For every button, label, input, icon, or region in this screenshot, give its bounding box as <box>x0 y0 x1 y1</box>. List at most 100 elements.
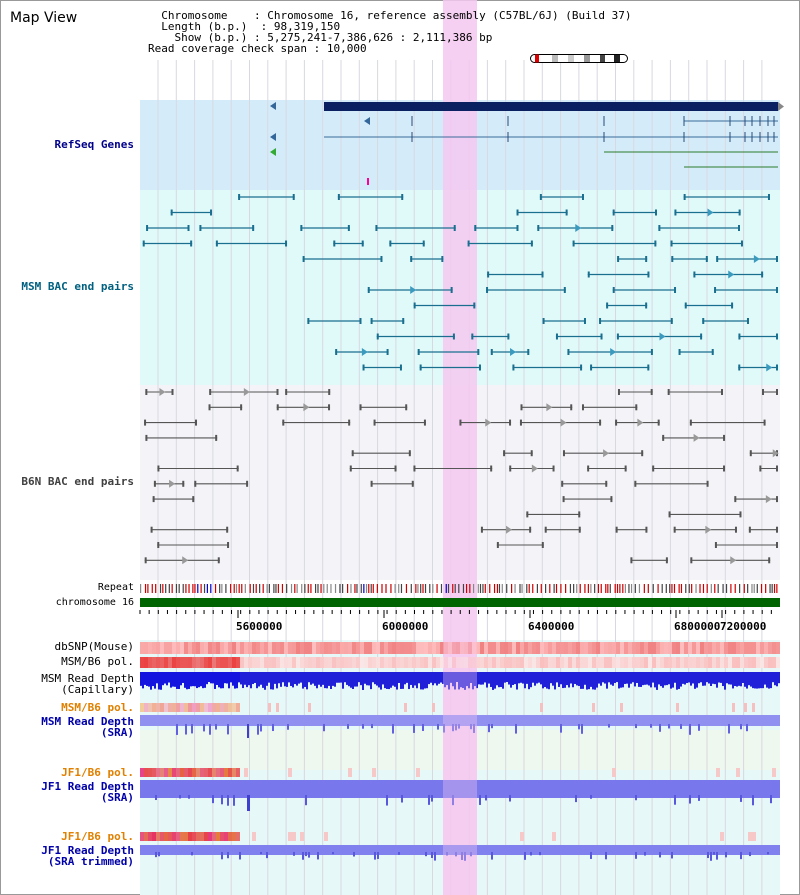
depth-bar <box>548 672 550 690</box>
bac-end <box>527 349 530 355</box>
dbsnp-cell <box>148 642 152 654</box>
depth-dip <box>452 795 454 806</box>
repeat-element <box>415 584 417 593</box>
repeat-element <box>314 584 317 593</box>
depth-bar <box>308 672 310 683</box>
msm-b6-pol-cell <box>572 657 576 668</box>
depth-bar <box>330 672 332 689</box>
pol-cell <box>216 768 220 777</box>
depth-bar <box>678 672 680 689</box>
depth-bar <box>696 672 698 688</box>
msm-b6-pol-cell <box>496 657 500 668</box>
pol-cell <box>212 768 216 777</box>
msm-b6-pol-cell <box>544 657 548 668</box>
depth-dip <box>293 852 295 856</box>
chromosome-ideogram[interactable] <box>530 54 628 63</box>
depth-bar <box>356 672 358 687</box>
dbsnp-cell <box>240 642 244 654</box>
depth-dip <box>458 724 460 729</box>
msm-b6-pol-cell <box>656 657 660 668</box>
bac-end <box>389 240 392 247</box>
depth-bar <box>458 672 460 690</box>
bac-end <box>615 526 618 533</box>
depth-bar <box>448 672 450 690</box>
pol-cell <box>224 832 228 841</box>
pol-cell <box>156 768 160 777</box>
dbsnp-cell <box>592 642 596 654</box>
msm-b6-pol-cell <box>176 657 180 668</box>
depth-bar <box>198 672 200 688</box>
msm-b6-pol-cell <box>584 657 588 668</box>
depth-dip <box>176 724 178 735</box>
bac-end <box>496 542 499 548</box>
depth-bar <box>364 672 366 684</box>
dbsnp-cell <box>228 642 232 654</box>
dbsnp-cell <box>732 642 736 654</box>
dbsnp-cell <box>252 642 256 654</box>
repeat-element <box>363 584 365 593</box>
repeat-element <box>565 584 567 593</box>
depth-bar <box>316 672 318 689</box>
bac-end <box>347 225 350 231</box>
depth-bar <box>578 672 580 687</box>
pol-cell <box>212 832 216 841</box>
depth-bar <box>736 672 738 687</box>
msm-b6-pol-cell <box>760 657 764 668</box>
depth-bar <box>746 672 748 689</box>
repeat-element <box>673 584 676 593</box>
depth-dip <box>575 795 577 803</box>
msm-b6-pol-cell <box>556 657 560 668</box>
msm-b6-pol-cell <box>504 657 508 668</box>
dbsnp-cell <box>640 642 644 654</box>
bac-end <box>617 389 620 395</box>
repeat-element <box>210 584 212 593</box>
depth-bar <box>660 672 662 687</box>
msm-b6-pol-cell <box>728 657 732 668</box>
bac-end <box>209 389 212 395</box>
depth-sra-bar <box>140 780 780 798</box>
bac-end <box>367 287 370 293</box>
repeat-element <box>526 584 528 593</box>
dbsnp-cell <box>608 642 612 654</box>
repeat-element <box>680 584 683 593</box>
depth-bar <box>570 672 572 684</box>
repeat-element <box>221 584 223 593</box>
depth-bar <box>390 672 392 688</box>
repeat-element <box>334 584 337 593</box>
bac-end <box>599 419 602 426</box>
track-label-msm-bac: MSM BAC end pairs <box>21 280 134 293</box>
dbsnp-cell <box>372 642 376 654</box>
depth-bar <box>462 672 464 689</box>
dbsnp-cell <box>320 642 324 654</box>
msm-b6-pol-cell <box>704 657 708 668</box>
pol-cell <box>180 703 184 712</box>
repeat-element <box>203 584 206 593</box>
msm-b6-pol-cell <box>144 657 148 668</box>
dbsnp-cell <box>380 642 384 654</box>
depth-bar <box>378 672 380 688</box>
depth-sra-bar <box>140 715 780 726</box>
depth-bar <box>656 672 658 690</box>
repeat-element <box>751 584 753 593</box>
bac-end <box>616 333 619 340</box>
depth-bar <box>172 672 174 687</box>
depth-dip <box>455 724 457 731</box>
repeat-element <box>420 584 422 593</box>
dbsnp-cell <box>540 642 544 654</box>
repeat-element <box>266 584 268 593</box>
depth-bar <box>438 672 440 684</box>
pol-cell <box>552 832 556 841</box>
depth-bar <box>490 672 492 688</box>
depth-bar <box>474 672 476 687</box>
depth-dip <box>185 724 187 735</box>
depth-bar <box>590 672 592 687</box>
dbsnp-cell <box>360 642 364 654</box>
pol-cell <box>148 832 152 841</box>
repeat-element <box>776 584 778 593</box>
depth-bar <box>610 672 612 685</box>
depth-bar <box>488 672 490 684</box>
msm-b6-pol-cell <box>380 657 384 668</box>
depth-bar <box>432 672 434 686</box>
depth-dip <box>203 724 205 732</box>
